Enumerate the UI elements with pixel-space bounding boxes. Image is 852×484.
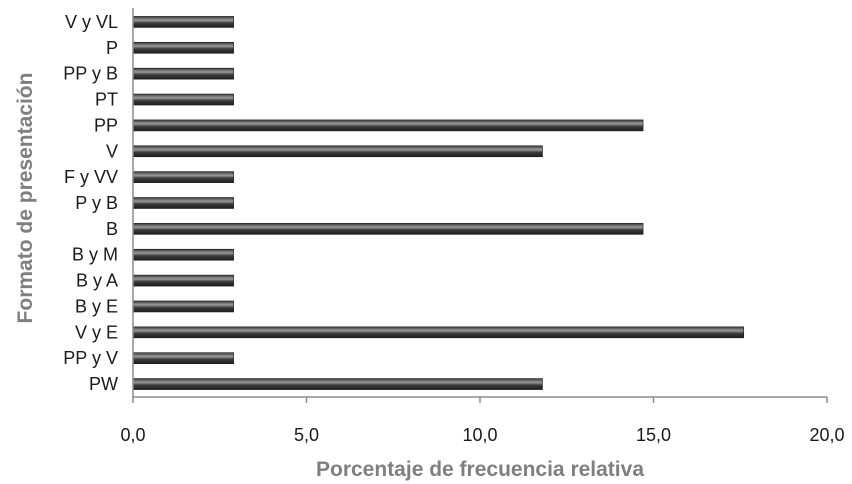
y-tick-label: B y E [75,296,118,316]
x-tick-label: 5,0 [294,425,319,445]
bar [132,378,543,390]
bar [132,248,234,261]
bar [132,93,234,106]
y-tick-label: P y B [75,193,118,213]
y-axis-title: Formato de presentación [14,73,37,324]
y-tick-label: V [106,141,118,161]
y-tick-label: PP y V [63,348,118,368]
x-tick-label: 0,0 [120,425,145,445]
bar [132,41,234,54]
y-axis-tick-labels: V y VL P PP y B PT PP V F y VV P y B B B y M B y A… [63,12,118,394]
y-tick-label: B y A [76,271,118,291]
x-axis-ticks [132,397,828,403]
x-axis-title: Porcentaje de frecuencia relativa [316,458,644,481]
y-tick-label: B [106,219,118,239]
y-tick-label: PP [94,115,118,135]
y-tick-label: V y E [75,322,118,342]
x-tick-label: 20,0 [809,425,844,445]
bar [132,197,234,209]
bar [132,119,644,132]
bar [132,67,234,80]
y-tick-label: P [106,38,118,58]
y-tick-label: V y VL [65,12,118,32]
bar [132,171,234,183]
x-tick-label: 15,0 [636,425,671,445]
bar [132,300,234,313]
bar [132,326,745,339]
x-tick-label: 10,0 [462,425,497,445]
bar [132,223,644,235]
y-tick-label: PP y B [63,64,118,84]
bar [132,16,234,28]
y-tick-label: PT [95,90,118,110]
y-tick-label: B y M [72,245,118,265]
bar-series [132,16,745,390]
bar [132,274,234,287]
x-axis-tick-labels: 0,0 5,0 10,0 15,0 20,0 [120,425,844,445]
y-tick-label: F y VV [64,167,118,187]
y-tick-label: PW [89,374,118,394]
bar [132,352,234,365]
bar [132,145,543,158]
